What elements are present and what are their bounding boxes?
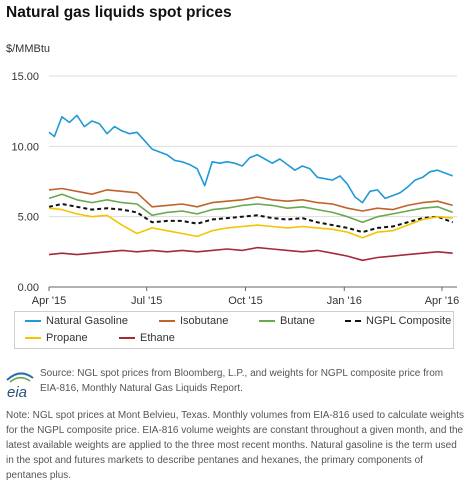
series-line-butane [48, 193, 453, 224]
legend-label-ethane: Ethane [140, 332, 175, 344]
chart-title: Natural gas liquids spot prices [6, 4, 232, 21]
line-chart: 0.00 5.00 10.00 15.00 Apr '15 Jul '15 Oct '15 J… [11, 71, 460, 307]
y-tick-label: 15.00 [11, 71, 39, 83]
source-text: Source: NGL spot prices from Bloomberg, … [40, 368, 444, 394]
x-tick-label: Jan '16 [327, 295, 362, 307]
legend-swatch-ngpl-composite [345, 320, 361, 323]
legend-item-isobutane[interactable]: Isobutane [159, 315, 228, 327]
series-line-ngpl-composite [48, 203, 454, 234]
legend-swatch-butane [259, 320, 275, 323]
x-tick-label: Apr '16 [425, 295, 460, 307]
legend-item-natural-gasoline[interactable]: Natural Gasoline [25, 315, 128, 327]
legend-swatch-ethane [119, 337, 135, 340]
legend-label-ngpl-composite: NGPL Composite [366, 315, 452, 327]
legend-item-ngpl-composite[interactable]: NGPL Composite [345, 315, 451, 327]
note-text: Note: NGL spot prices at Mont Belvieu, T… [6, 410, 464, 481]
legend-label-propane: Propane [46, 332, 88, 344]
legend-item-butane[interactable]: Butane [259, 315, 315, 327]
y-tick-label: 0.00 [18, 282, 39, 294]
eia-logo: eia [6, 372, 34, 401]
y-tick-label: 10.00 [11, 141, 39, 153]
legend-swatch-natural-gasoline [25, 320, 41, 323]
legend-swatch-propane [25, 337, 41, 340]
x-tick-label: Apr '15 [32, 295, 67, 307]
legend-item-ethane[interactable]: Ethane [119, 332, 175, 344]
series-line-natural-gasoline [48, 114, 453, 204]
y-tick-label: 5.00 [18, 212, 39, 224]
legend-label-butane: Butane [280, 315, 315, 327]
x-tick-label: Oct '15 [228, 295, 263, 307]
legend-label-isobutane: Isobutane [180, 315, 229, 327]
series-line-propane [48, 207, 453, 239]
legend-swatch-isobutane [159, 320, 175, 323]
eia-logo-text: eia [7, 384, 27, 401]
legend-item-propane[interactable]: Propane [25, 332, 88, 344]
x-tick-label: Jul '15 [131, 295, 162, 307]
series-line-isobutane [48, 187, 453, 212]
y-axis-label: $/MMBtu [6, 43, 51, 55]
legend-label-natural-gasoline: Natural Gasoline [46, 315, 128, 327]
series-line-ethane [48, 246, 453, 262]
chart-legend: Natural Gasoline Isobutane Butane NGPL C… [14, 311, 454, 349]
